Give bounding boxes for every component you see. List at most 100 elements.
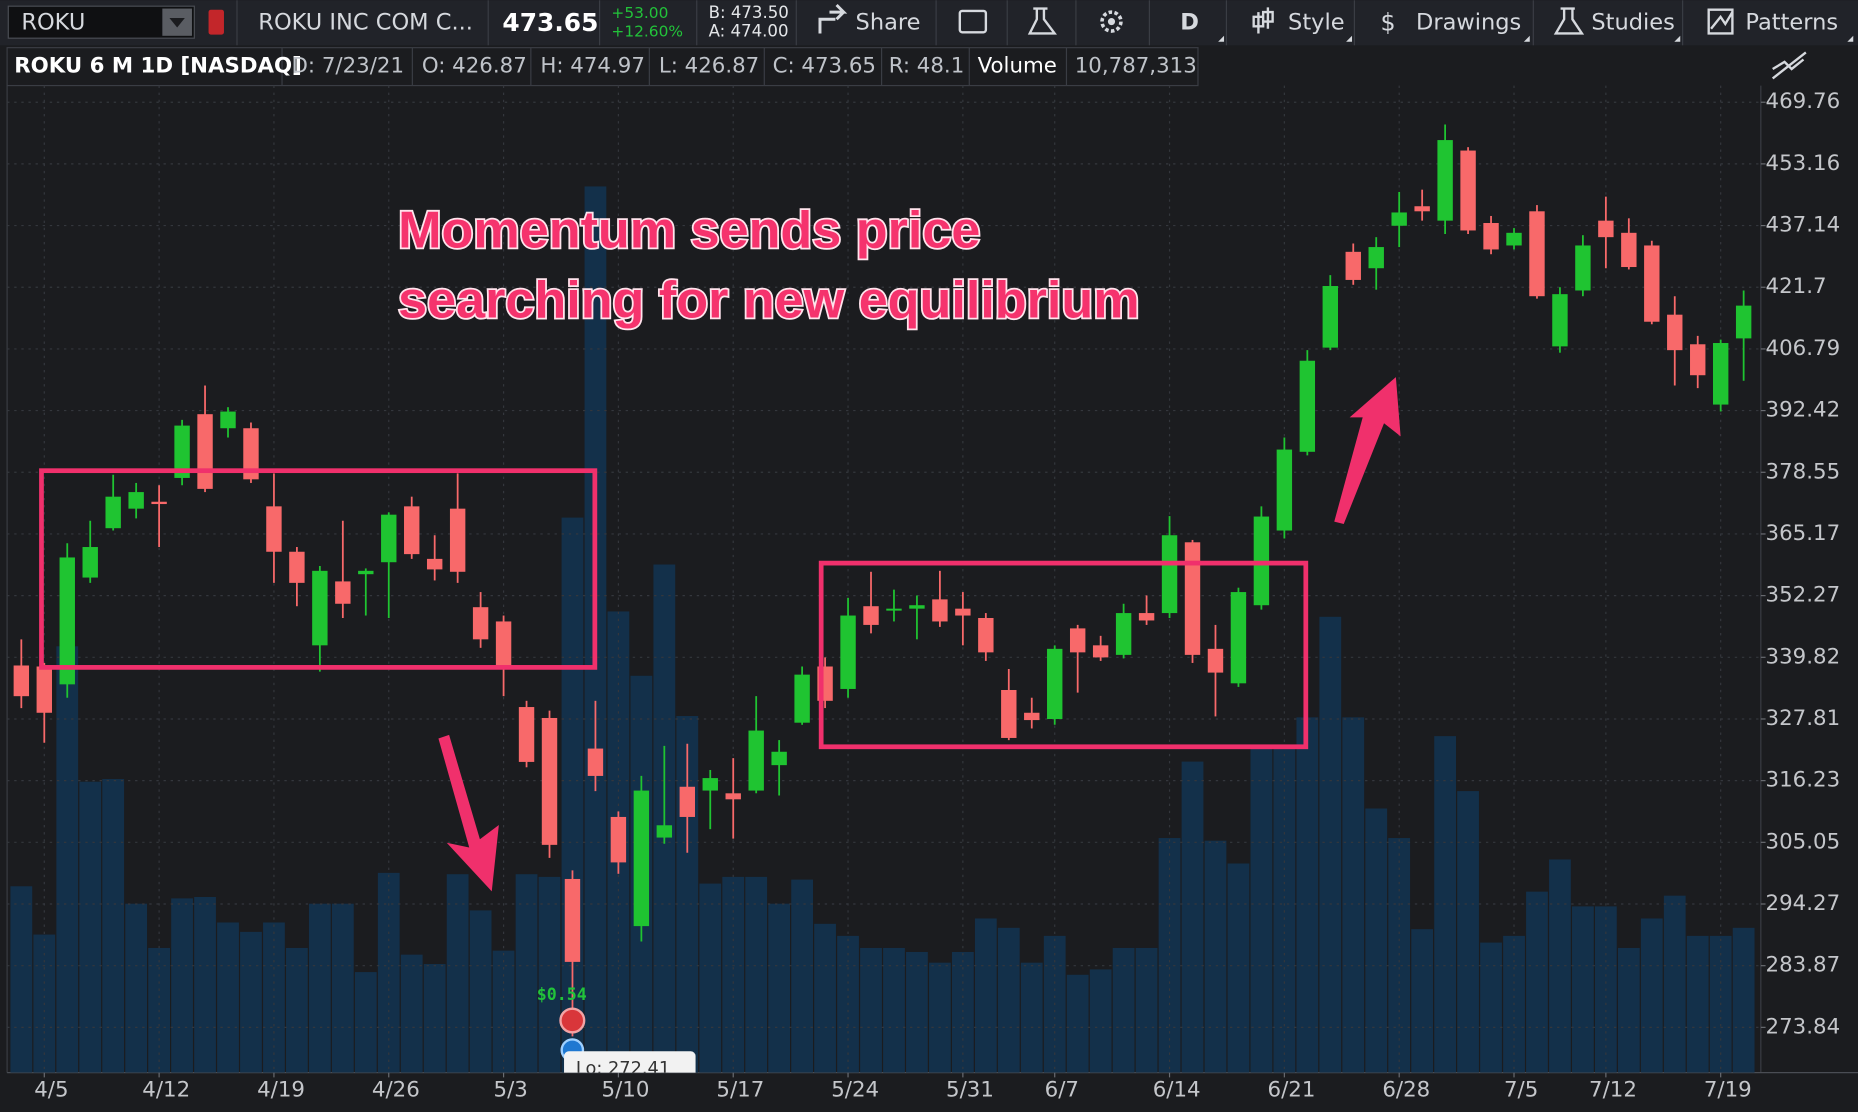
change-percent: +12.60% [611,23,683,41]
x-tick-label: 5/24 [831,1077,879,1102]
chart-title: ROKU 6 M 1D [NASDAQ] [14,54,302,79]
volume-bar [10,886,33,1073]
candle-body [1207,648,1224,673]
candle-body [1552,294,1568,347]
candle-body [151,501,167,505]
candle-body [1529,211,1545,297]
volume-bar [1020,962,1043,1073]
patterns-button[interactable]: Patterns [1745,9,1838,35]
x-tick-label: 7/19 [1704,1077,1752,1102]
candle-body [518,707,535,762]
studies-icon [1553,7,1585,35]
volume-bar [1181,761,1204,1073]
beaker-icon[interactable] [1027,7,1057,35]
candle-body [1598,220,1614,238]
candle-body [1069,628,1086,653]
candle-body [174,425,190,478]
x-tick-label: 6/21 [1268,1077,1316,1102]
y-tick-label: 352.27 [1766,583,1841,608]
x-tick-label: 4/5 [34,1077,68,1102]
candle-body [1047,648,1063,720]
candle-body [610,816,627,863]
candle-body [541,717,558,845]
arrow-up [1334,377,1401,525]
volume-bar [1296,717,1319,1073]
annotation: Momentum sends price [398,201,980,259]
x-tick-label: 6/14 [1153,1077,1201,1102]
candle-body [1644,245,1660,322]
candle-body [978,617,994,653]
expand-icon[interactable] [1771,51,1807,80]
y-tick-label: 273.84 [1766,1014,1841,1039]
candle-body [725,793,741,800]
y-tick-label: 294.27 [1766,891,1841,916]
candle-body [1138,613,1155,621]
y-tick-label: 378.55 [1766,459,1841,484]
candle-body [13,665,30,697]
symbol[interactable]: ROKU [21,9,85,35]
info-bar-bg [6,47,1199,87]
flex-grid-icon[interactable] [958,9,988,34]
volume-bar [1640,918,1663,1073]
x-tick-label: 6/7 [1045,1077,1079,1102]
y-tick-label: 365.17 [1766,521,1841,546]
dropdown-arrow [169,18,185,28]
candle-body [36,666,52,713]
volume-bar [102,779,125,1073]
volume-value: 10,787,313 [1075,54,1197,79]
candle-body [1621,232,1637,268]
volume-bar [171,898,193,1073]
volume-bar [446,874,469,1073]
candle-body [1345,251,1361,280]
volume-bar [538,876,561,1073]
share-button[interactable]: Share [856,9,921,35]
candle-body [1299,360,1316,452]
volume-bar [56,646,79,1073]
studies-button[interactable]: Studies [1591,9,1674,35]
settings-icon[interactable] [1100,10,1123,33]
style-button[interactable]: Style [1288,9,1345,35]
volume-bar [331,903,354,1073]
candle-body [1184,542,1201,655]
candle-body [1230,592,1247,684]
candle-body [266,506,282,552]
period-button[interactable]: D [1180,9,1199,35]
event-marker[interactable] [559,1007,586,1034]
candle-body [1092,645,1109,658]
volume-bar [423,964,446,1073]
candle-body [82,547,98,578]
volume-bar [768,903,791,1073]
y-tick-label: 339.82 [1766,644,1841,669]
volume-bar [79,781,102,1073]
candle-body [702,778,718,791]
volume-bar [745,876,768,1073]
volume-bar [194,897,216,1073]
volume-bar [377,872,400,1073]
volume-bar [1526,891,1548,1073]
grid-layer [7,85,1761,1073]
candle-body [840,615,856,689]
alert-icon[interactable] [208,9,224,35]
info-open: O: 426.87 [422,54,527,79]
annotation: searching for new equilibrium [398,271,1139,329]
candle-body [381,514,397,563]
candle-body [1712,343,1729,405]
low-label: Lo: 272.41 [576,1059,670,1079]
y-tick-label: 316.23 [1766,768,1841,793]
range-box [818,560,1309,750]
candle-body [472,607,489,640]
change: +53.00 [611,4,668,22]
volume-label: Volume [978,54,1057,79]
candle-body [1115,613,1132,655]
volume-bar [1227,863,1250,1073]
candle-body [1161,535,1178,614]
x-tick-label: 5/3 [494,1077,528,1102]
volume-bar [1617,947,1640,1073]
drawings-button[interactable]: Drawings [1416,9,1521,35]
volume-bar [1135,947,1158,1073]
patterns-icon [1707,8,1734,35]
x-tick-label: 5/10 [602,1077,650,1102]
candle-body [1368,247,1384,269]
volume-bar [1066,974,1089,1073]
